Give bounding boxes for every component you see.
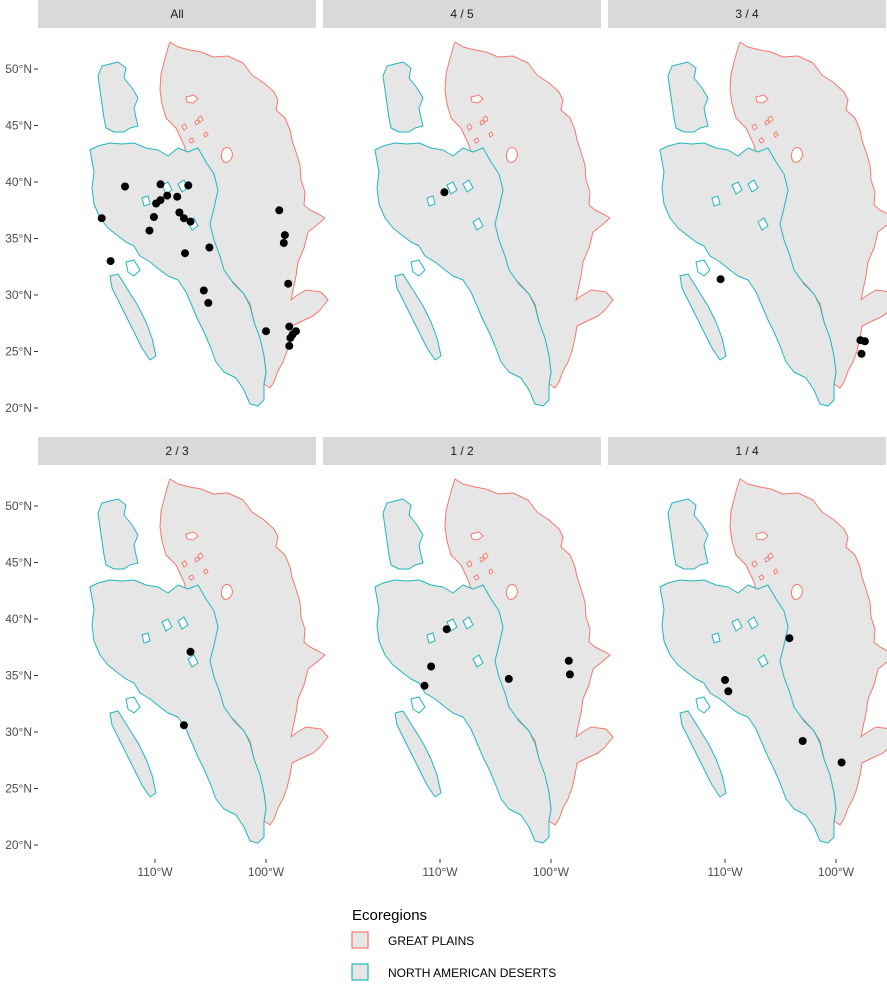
site-point [857, 349, 866, 358]
site-point [262, 327, 270, 336]
site-point [173, 192, 182, 201]
longitude-tick-label: 100°W [818, 865, 855, 879]
site-point [285, 322, 294, 331]
latitude-tick-label: 30°N [5, 725, 32, 739]
site-point [721, 676, 729, 684]
map-panel-3-4: 3 / 4 [608, 0, 887, 407]
site-point [204, 298, 213, 307]
map-panels: All 4 / 5 3 / 4 2 / 3 1 / 2 1 / 4 [38, 0, 887, 844]
site-point [186, 647, 195, 656]
ecoregion-shapes [374, 41, 614, 407]
site-point [156, 180, 165, 189]
longitude-tick-label: 110°W [137, 865, 173, 879]
site-point [149, 213, 158, 221]
latitude-tick-label: 25°N [5, 345, 32, 359]
site-point [420, 681, 429, 690]
latitude-tick-label: 45°N [5, 119, 32, 133]
site-point [97, 214, 106, 223]
map-panel-all: All [38, 0, 329, 407]
site-point [179, 214, 188, 223]
legend-label-north-american-deserts: NORTH AMERICAN DESERTS [388, 966, 556, 980]
legend-swatch-north-american-deserts [351, 963, 369, 981]
site-point [106, 257, 115, 266]
site-point [292, 327, 300, 336]
panel-title: 3 / 4 [735, 7, 759, 21]
site-point [279, 239, 288, 247]
latitude-tick-label: 35°N [5, 232, 32, 246]
site-point [163, 191, 172, 200]
ecoregion-shapes [659, 478, 887, 844]
longitude-axis: 110°W 100°W 110°W 100°W 110°W 100°W [137, 859, 855, 879]
site-point [837, 758, 846, 767]
panel-strip [38, 0, 316, 28]
longitude-tick-label: 100°W [533, 865, 570, 879]
legend-swatch-great-plains [351, 931, 369, 949]
panel-title: 4 / 5 [450, 7, 474, 21]
site-point [179, 721, 188, 730]
latitude-tick-label: 45°N [5, 556, 32, 570]
panel-strip [608, 437, 886, 465]
latitude-axis: 50°N 45°N 40°N 35°N 30°N 25°N 20°N 50°N 45°N 40°N… [5, 62, 38, 852]
site-point [205, 243, 214, 252]
site-point [184, 181, 193, 190]
site-point [724, 687, 733, 696]
latitude-tick-label: 30°N [5, 288, 32, 302]
panel-title: All [170, 7, 183, 21]
latitude-tick-label: 25°N [5, 782, 32, 796]
latitude-tick-label: 20°N [5, 838, 32, 852]
site-point [121, 182, 129, 191]
site-point [145, 226, 154, 235]
legend: Ecoregions GREAT PLAINS NORTH AMERICAN D… [351, 907, 556, 981]
site-point [785, 634, 794, 643]
site-point [286, 333, 295, 342]
site-point [199, 286, 208, 295]
site-point [275, 206, 284, 215]
latitude-tick-label: 20°N [5, 401, 32, 415]
latitude-tick-label: 50°N [5, 62, 32, 76]
latitude-tick-label: 35°N [5, 669, 32, 683]
ecoregion-shapes [659, 41, 887, 407]
panel-strip [608, 0, 886, 28]
ecoregion-shapes [89, 41, 329, 407]
map-panel-1-4: 1 / 4 [608, 437, 887, 844]
site-point [280, 231, 289, 240]
site-point [798, 737, 807, 745]
map-panel-1-2: 1 / 2 [323, 437, 614, 844]
panel-title: 1 / 2 [450, 444, 474, 458]
site-point [186, 217, 195, 226]
ecoregion-shapes [89, 478, 329, 844]
longitude-tick-label: 100°W [248, 865, 285, 879]
panel-strip [323, 0, 601, 28]
site-point [442, 625, 451, 634]
site-point [440, 188, 449, 197]
legend-title: Ecoregions [352, 907, 427, 924]
site-point [181, 249, 189, 258]
panel-title: 1 / 4 [735, 444, 759, 458]
site-point [284, 279, 293, 288]
site-point [716, 275, 725, 284]
longitude-tick-label: 110°W [707, 865, 743, 879]
site-point [285, 341, 294, 350]
latitude-tick-label: 40°N [5, 175, 32, 189]
latitude-tick-label: 50°N [5, 499, 32, 513]
site-point [175, 208, 184, 217]
site-point [156, 196, 165, 205]
panel-strip [323, 437, 601, 465]
site-point [504, 674, 513, 683]
site-point [427, 662, 436, 671]
latitude-tick-label: 40°N [5, 612, 32, 626]
legend-label-great-plains: GREAT PLAINS [388, 934, 474, 948]
ecoregion-shapes [374, 478, 614, 844]
longitude-tick-label: 110°W [422, 865, 458, 879]
site-point [860, 337, 869, 346]
map-panel-2-3: 2 / 3 [38, 437, 329, 844]
panel-strip [38, 437, 316, 465]
site-point [564, 656, 573, 665]
panel-title: 2 / 3 [165, 444, 189, 458]
map-panel-4-5: 4 / 5 [323, 0, 614, 407]
site-point [565, 670, 574, 679]
